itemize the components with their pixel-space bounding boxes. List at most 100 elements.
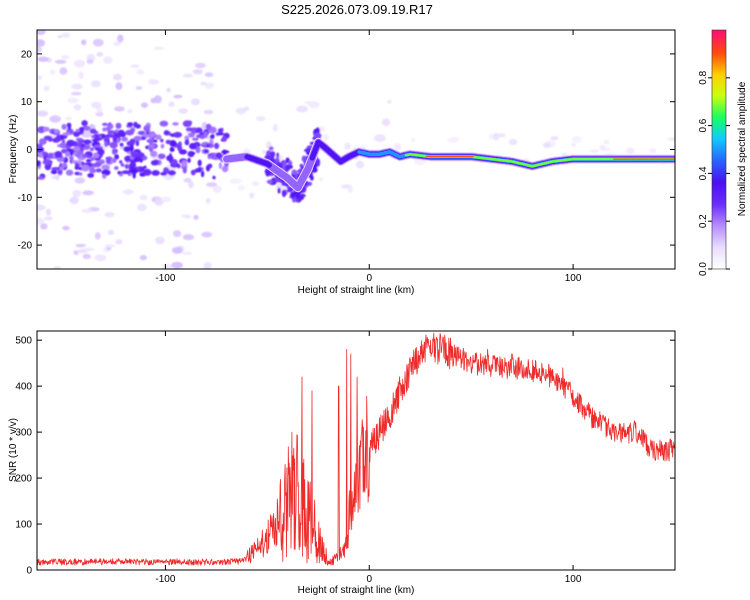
band-blob	[150, 150, 158, 157]
colorbar-band	[712, 85, 726, 89]
colorbar-band	[712, 115, 726, 119]
colorbar-band	[712, 241, 726, 244]
colorbar-band	[712, 189, 726, 192]
colorbar-band	[712, 149, 726, 152]
band-blob	[83, 139, 92, 145]
band-blob	[163, 130, 170, 136]
band-blob	[163, 167, 169, 174]
band-blob	[61, 162, 68, 168]
colorbar-band	[712, 47, 726, 51]
x-tick-label: 0	[366, 273, 372, 284]
band-blob	[215, 152, 223, 159]
colorbar-band	[712, 107, 726, 111]
band-blob	[42, 159, 52, 165]
band-blob	[222, 149, 228, 155]
noise-blob	[201, 121, 208, 130]
dip-blob	[266, 179, 273, 184]
colorbar-band	[712, 51, 726, 55]
band-blob	[124, 155, 131, 162]
noise-blob	[104, 244, 116, 248]
colorbar-band	[712, 53, 726, 57]
band-blob	[50, 169, 58, 175]
noise-blob	[82, 254, 91, 259]
colorbar-band	[712, 81, 726, 85]
colorbar-band	[712, 139, 726, 143]
colorbar-band	[712, 207, 726, 210]
band-blob	[89, 128, 97, 134]
noise-blob	[153, 46, 165, 50]
band-blob	[200, 134, 206, 139]
band-blob	[187, 157, 191, 163]
noise-blob	[205, 197, 211, 204]
band-blob	[215, 132, 221, 136]
noise-blob	[81, 208, 93, 214]
snr-x-axis-label: Height of straight line (km)	[298, 585, 415, 596]
band-blob	[101, 169, 111, 176]
noise-blob	[37, 39, 46, 47]
noise-blob	[203, 261, 212, 269]
noise-blob	[571, 136, 583, 143]
band-blob	[129, 162, 137, 168]
band-blob	[153, 159, 159, 166]
x-tick-label: 100	[565, 273, 582, 284]
colorbar-band	[712, 213, 726, 216]
noise-blob	[508, 138, 518, 146]
snr-panel: -100 0 100 0 100 200 300 400 500 Height of strai…	[8, 330, 676, 596]
dip-blob	[296, 199, 300, 202]
band-blob	[81, 143, 85, 148]
noise-blob	[272, 124, 279, 132]
noise-blob	[178, 108, 188, 114]
band-blob	[203, 149, 209, 153]
band-blob	[106, 157, 111, 164]
ridge-segment	[264, 161, 272, 168]
band-blob	[211, 134, 215, 139]
noise-blob	[387, 99, 392, 104]
band-blob	[101, 164, 110, 171]
band-blob	[143, 165, 147, 169]
colorbar-band	[712, 265, 726, 268]
noise-blob	[140, 102, 149, 108]
colorbar-band	[712, 99, 726, 103]
noise-blob	[154, 236, 165, 245]
dip-blob	[291, 169, 298, 175]
noise-blob	[200, 81, 207, 86]
band-blob	[221, 165, 229, 173]
noise-blob	[235, 107, 247, 115]
band-blob	[59, 166, 64, 171]
noise-blob	[348, 185, 353, 193]
band-blob	[197, 166, 202, 173]
colorbar-band	[712, 251, 726, 254]
figure-title: S225.2026.073.09.19.R17	[281, 2, 433, 17]
band-blob	[111, 148, 117, 155]
band-blob	[108, 123, 114, 130]
noise-blob	[188, 180, 194, 189]
noise-blob	[237, 185, 245, 191]
band-blob	[89, 168, 97, 174]
band-blob	[119, 131, 126, 138]
y-tick-label: 200	[15, 474, 32, 485]
colorbar-band	[712, 113, 726, 117]
colorbar-band	[712, 219, 726, 222]
band-blob	[133, 135, 142, 142]
noise-blob	[603, 140, 610, 145]
x-tick-label: 100	[565, 574, 582, 585]
band-blob	[115, 122, 122, 129]
colorbar-label: Normalized spectral amplitude	[737, 81, 748, 216]
noise-blob	[37, 30, 46, 36]
dip-blob	[310, 175, 314, 181]
colorbar-band	[712, 169, 726, 172]
band-blob	[195, 146, 201, 154]
noise-blob	[193, 214, 199, 220]
colorbar-tick-label: 0.2	[698, 214, 709, 228]
snr-series-line	[37, 332, 675, 566]
colorbar-band	[712, 65, 726, 69]
noise-blob	[73, 250, 79, 256]
band-blob	[37, 143, 43, 148]
colorbar-band	[712, 89, 726, 93]
noise-blob	[117, 34, 124, 43]
colorbar-band	[712, 233, 726, 236]
noise-blob	[71, 83, 83, 90]
colorbar-band	[712, 159, 726, 162]
band-blob	[66, 139, 76, 147]
snr-ticks: -100 0 100 0 100 200 300 400 500	[15, 331, 675, 585]
